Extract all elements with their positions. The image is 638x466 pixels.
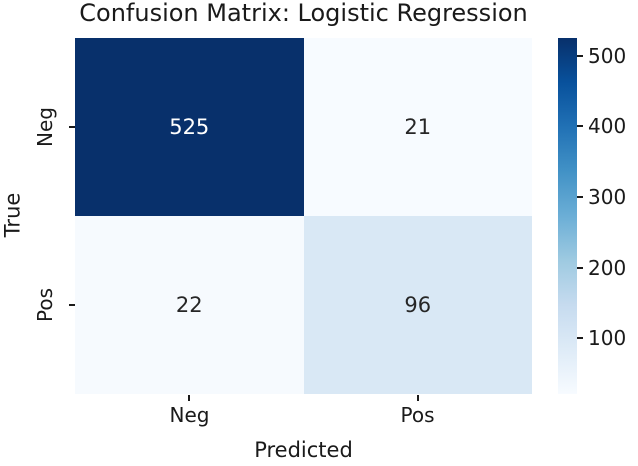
heatmap-cell-true-pos-pred-neg: 22 xyxy=(75,216,304,394)
x-axis-tick-mark xyxy=(417,395,419,401)
y-axis-tick-mark xyxy=(69,126,75,128)
heatmap-cell-true-neg-pred-pos: 21 xyxy=(303,38,532,216)
colorbar-tick-label: 300 xyxy=(588,185,627,209)
colorbar-tick-mark xyxy=(577,55,583,57)
cell-value: 525 xyxy=(169,115,210,139)
colorbar-tick-mark xyxy=(577,125,583,127)
colorbar-tick-label: 200 xyxy=(588,256,627,280)
colorbar-tick-mark xyxy=(577,267,583,269)
cell-value: 22 xyxy=(175,293,203,317)
y-axis-tick-mark xyxy=(69,304,75,306)
x-axis-label: Predicted xyxy=(254,438,353,462)
colorbar-tick-label: 500 xyxy=(588,44,627,68)
y-axis-label: True xyxy=(0,192,24,238)
heatmap-cell-true-pos-pred-pos: 96 xyxy=(303,216,532,394)
colorbar-tick-label: 100 xyxy=(588,326,627,350)
heatmap-grid: 525 21 22 96 xyxy=(75,38,532,394)
x-axis-tick-mark xyxy=(188,395,190,401)
chart-title: Confusion Matrix: Logistic Regression xyxy=(79,0,528,27)
cell-value: 21 xyxy=(404,115,432,139)
cell-value: 96 xyxy=(404,293,432,317)
y-tick-label-pos: Pos xyxy=(33,287,58,323)
colorbar-tick-mark xyxy=(577,337,583,339)
heatmap-cell-true-neg-pred-neg: 525 xyxy=(75,38,304,216)
y-tick-label-neg: Neg xyxy=(33,107,57,147)
colorbar-tick-mark xyxy=(577,196,583,198)
x-tick-label-pos: Pos xyxy=(400,403,435,427)
x-tick-label-neg: Neg xyxy=(169,403,210,427)
colorbar-gradient xyxy=(558,38,577,394)
colorbar-tick-label: 400 xyxy=(588,114,627,138)
